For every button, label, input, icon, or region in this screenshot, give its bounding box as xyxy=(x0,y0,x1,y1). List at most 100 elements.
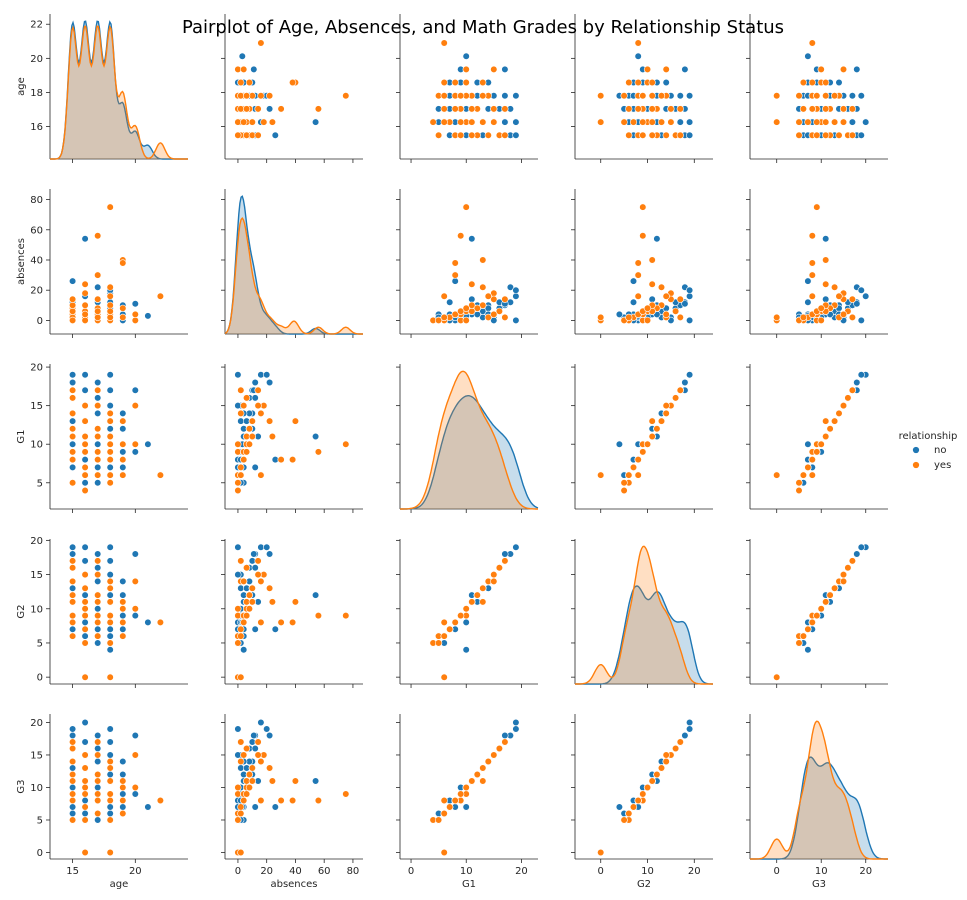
scatter-point-yes xyxy=(245,770,253,779)
panel-G1-vs-age: 5 10 15 20 G1 xyxy=(16,363,188,513)
panel-G1-vs-absences xyxy=(221,364,363,513)
scatter-point-yes xyxy=(257,39,265,47)
scatter-point-yes xyxy=(822,256,830,264)
scatter-point-yes xyxy=(451,796,459,805)
panel-G3-vs-G2: 0 10 20 G2 xyxy=(571,714,713,890)
scatter-point-no xyxy=(106,543,114,551)
scatter-point-no xyxy=(857,371,865,379)
scatter-point-yes xyxy=(629,463,638,472)
scatter-point-no xyxy=(144,312,152,320)
scatter-point-yes xyxy=(81,417,89,425)
y-tick-label: 15 xyxy=(30,570,43,581)
scatter-point-yes xyxy=(639,790,647,798)
scatter-point-yes xyxy=(662,757,670,766)
scatter-point-yes xyxy=(490,310,498,319)
scatter-point-no xyxy=(119,463,127,472)
scatter-point-yes xyxy=(817,605,825,613)
scatter-point-no xyxy=(266,378,274,387)
scatter-point-yes xyxy=(68,316,77,325)
scatter-point-yes xyxy=(653,425,661,433)
scatter-point-yes xyxy=(248,764,256,772)
scatter-point-yes xyxy=(266,764,274,772)
scatter-point-yes xyxy=(106,417,114,425)
scatter-point-yes xyxy=(440,809,448,818)
scatter-point-no xyxy=(106,751,114,759)
scatter-point-yes xyxy=(94,232,102,240)
scatter-point-yes xyxy=(248,118,256,126)
scatter-point-yes xyxy=(835,409,843,418)
scatter-point-yes xyxy=(620,816,628,824)
scatter-point-yes xyxy=(501,131,509,139)
scatter-point-yes xyxy=(106,456,114,464)
scatter-point-yes xyxy=(94,611,102,620)
scatter-point-yes xyxy=(131,577,139,586)
scatter-point-no xyxy=(119,409,127,418)
scatter-point-yes xyxy=(808,259,816,267)
scatter-point-yes xyxy=(804,463,812,472)
scatter-point-yes xyxy=(245,425,253,433)
scatter-point-no xyxy=(512,286,520,294)
scatter-point-yes xyxy=(662,310,670,319)
scatter-point-yes xyxy=(257,796,265,805)
scatter-point-yes xyxy=(804,118,812,126)
scatter-point-no xyxy=(685,131,694,139)
kde-line-yes xyxy=(750,720,888,860)
scatter-point-yes xyxy=(634,271,642,279)
scatter-point-no xyxy=(94,479,102,487)
scatter-point-yes xyxy=(237,809,245,818)
scatter-point-no xyxy=(512,718,520,727)
panel-absences-vs-G2 xyxy=(571,189,713,338)
panel-absences-vs-G1 xyxy=(396,189,538,338)
scatter-point-yes xyxy=(106,313,114,322)
scatter-point-yes xyxy=(68,790,77,798)
scatter-point-yes xyxy=(440,292,448,300)
scatter-point-yes xyxy=(68,456,77,464)
scatter-point-yes xyxy=(808,39,816,47)
y-tick-label: 5 xyxy=(37,478,43,489)
scatter-point-yes xyxy=(773,471,781,479)
scatter-point-yes xyxy=(94,591,102,599)
x-tick-label: 10 xyxy=(815,866,828,877)
scatter-point-yes xyxy=(648,256,656,264)
scatter-point-no xyxy=(634,52,642,60)
scatter-point-yes xyxy=(266,584,274,592)
scatter-point-no xyxy=(68,783,77,792)
scatter-point-yes xyxy=(94,557,102,565)
kde-fill-yes xyxy=(575,546,713,684)
scatter-point-no xyxy=(81,796,89,805)
scatter-point-yes xyxy=(451,618,459,627)
y-tick-label: 20 xyxy=(30,718,43,729)
scatter-point-yes xyxy=(625,78,633,87)
scatter-point-yes xyxy=(597,118,605,126)
scatter-point-no xyxy=(501,118,509,126)
scatter-point-yes xyxy=(94,751,102,759)
scatter-point-yes xyxy=(131,440,139,448)
scatter-point-yes xyxy=(245,591,253,599)
scatter-point-yes xyxy=(653,770,661,779)
scatter-point-yes xyxy=(835,131,843,139)
scatter-point-yes xyxy=(495,744,504,753)
scatter-point-yes xyxy=(830,118,839,126)
scatter-point-yes xyxy=(643,783,652,792)
scatter-point-no xyxy=(804,277,812,285)
scatter-point-yes xyxy=(795,131,803,139)
scatter-point-no xyxy=(131,611,139,620)
scatter-point-yes xyxy=(799,632,808,640)
kde-line-no xyxy=(575,585,713,685)
scatter-point-no xyxy=(106,725,114,733)
scatter-point-yes xyxy=(243,394,251,402)
y-tick-label: 0 xyxy=(37,848,43,859)
scatter-point-yes xyxy=(648,432,656,441)
scatter-point-yes xyxy=(822,78,830,87)
x-tick-label: 10 xyxy=(641,866,654,877)
scatter-point-yes xyxy=(237,409,245,418)
scatter-point-no xyxy=(81,479,89,487)
scatter-point-no xyxy=(266,550,274,558)
scatter-point-yes xyxy=(106,577,114,586)
scatter-point-yes xyxy=(266,92,274,100)
scatter-point-yes xyxy=(648,777,656,785)
scatter-point-yes xyxy=(799,78,808,87)
scatter-point-yes xyxy=(440,796,448,805)
panel-G3-vs-G1: 0 10 20 G1 xyxy=(396,714,538,890)
scatter-point-yes xyxy=(839,118,848,126)
